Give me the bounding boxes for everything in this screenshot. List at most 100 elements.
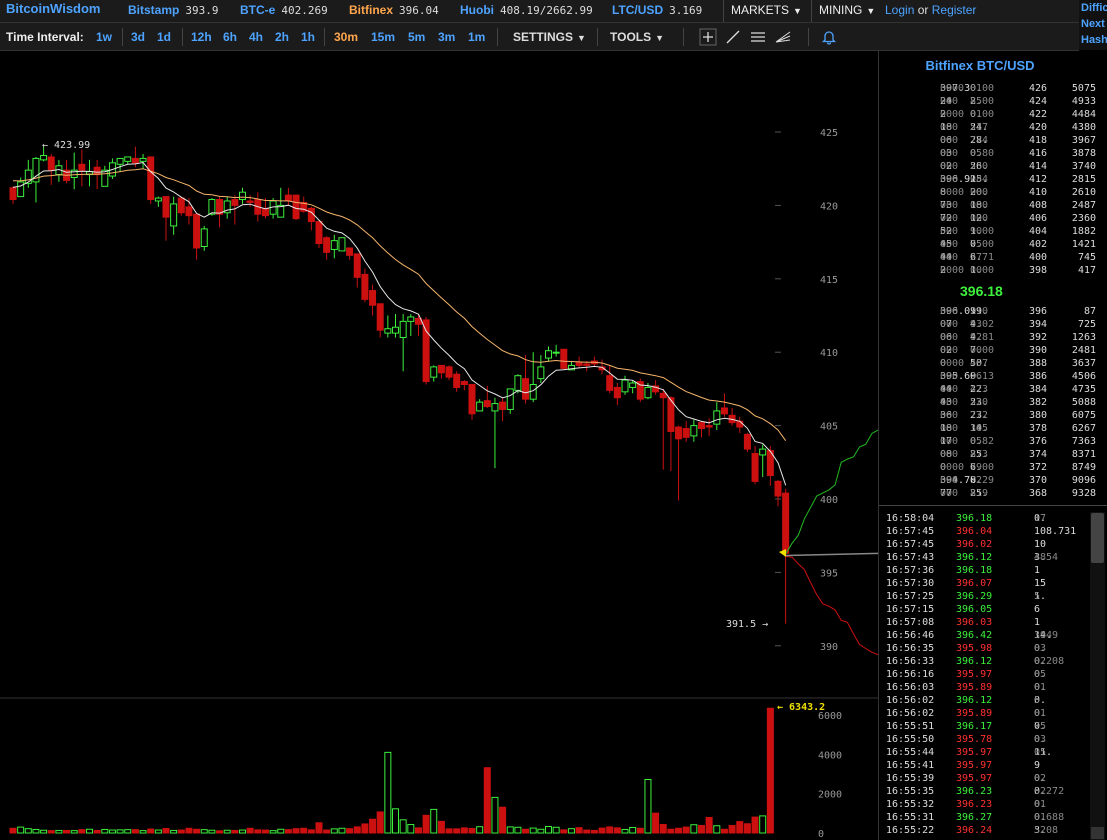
volume-bar bbox=[545, 826, 552, 834]
order-book-row[interactable]: 0 0000 50. 457 388 3637 bbox=[940, 358, 1096, 369]
interval-5m[interactable]: 5m bbox=[408, 30, 426, 44]
volume-bar bbox=[499, 806, 507, 834]
site-logo[interactable]: BitcoinWisdom bbox=[6, 1, 101, 16]
volume-bar bbox=[315, 822, 323, 834]
candle-body bbox=[208, 199, 216, 215]
volume-bar bbox=[24, 828, 32, 834]
scroll-arrow[interactable] bbox=[1091, 827, 1104, 839]
volume-bar bbox=[208, 829, 216, 834]
volume-bar bbox=[70, 830, 78, 834]
order-book-row[interactable]: 77 000 25. 819 368 9328 bbox=[940, 488, 1096, 499]
mining-menu[interactable]: MINING ▼ bbox=[819, 3, 876, 17]
interval-15m[interactable]: 15m bbox=[371, 30, 396, 44]
market-huobi[interactable]: Huobi 408.19/2662.99 bbox=[460, 3, 593, 17]
volume-bar bbox=[254, 829, 262, 834]
candle-body bbox=[759, 448, 767, 456]
order-book-row[interactable]: 43 000 23. 520 382 5088 bbox=[940, 397, 1096, 408]
order-book-row[interactable]: 397.3 0000 0. 0100 426 5075 bbox=[940, 83, 1096, 94]
trade-scrollbar[interactable] bbox=[1090, 512, 1105, 840]
order-book-row[interactable]: 395.69 000 0. 3613 386 4506 bbox=[940, 371, 1096, 382]
order-book-row[interactable]: 45 000 0. 7500 402 1421 bbox=[940, 239, 1096, 250]
order-book-row[interactable]: 396.09 000 19. 210 396 87 bbox=[940, 306, 1096, 317]
order-book-row[interactable]: 18 000 14. 305 378 6267 bbox=[940, 423, 1096, 434]
market-bitstamp[interactable]: Bitstamp 393.9 bbox=[128, 3, 219, 17]
volume-bar bbox=[644, 779, 652, 834]
chevron-down-icon: ▼ bbox=[577, 33, 586, 43]
volume-bar bbox=[193, 828, 201, 834]
scrollbar-thumb[interactable] bbox=[1091, 513, 1104, 563]
candle-body bbox=[537, 366, 545, 380]
login-link[interactable]: Login bbox=[885, 3, 915, 17]
order-book-row[interactable]: 36 000 23. 772 380 6075 bbox=[940, 410, 1096, 421]
interval-1d[interactable]: 1d bbox=[157, 30, 172, 44]
candle-body bbox=[514, 375, 522, 391]
difficulty-link[interactable]: Diffic bbox=[1081, 2, 1107, 14]
order-book-row[interactable]: 8 0000 20. 000 410 2610 bbox=[940, 187, 1096, 198]
candle-body bbox=[315, 221, 323, 245]
next-link[interactable]: Next bbox=[1081, 18, 1105, 30]
y-tick-label: 395 bbox=[820, 568, 838, 579]
volume-bar bbox=[506, 826, 514, 834]
volume-bar bbox=[55, 829, 63, 834]
interval-2h[interactable]: 2h bbox=[275, 30, 290, 44]
candle-body bbox=[567, 364, 575, 371]
market-bitfinex[interactable]: Bitfinex 396.04 bbox=[349, 3, 439, 17]
interval-1m[interactable]: 1m bbox=[468, 30, 486, 44]
order-book-row[interactable]: 08 000 25. 873 374 8371 bbox=[940, 449, 1096, 460]
order-book-row[interactable]: 24 000 2. 8500 424 4933 bbox=[940, 96, 1096, 107]
interval-30m[interactable]: 30m bbox=[334, 30, 359, 44]
interval-12h[interactable]: 12h bbox=[191, 30, 212, 44]
register-link[interactable]: Register bbox=[931, 3, 977, 17]
interval-4h[interactable]: 4h bbox=[249, 30, 264, 44]
interval-1w[interactable]: 1w bbox=[96, 30, 113, 44]
candle-body bbox=[17, 181, 25, 198]
order-book-row[interactable]: 73 000 18. 000 408 2487 bbox=[940, 200, 1096, 211]
volume-bar bbox=[223, 829, 231, 834]
line-tool-icon[interactable] bbox=[724, 28, 742, 46]
order-book-row[interactable]: 44 000 22. 473 384 4735 bbox=[940, 384, 1096, 395]
candle-body bbox=[200, 228, 208, 248]
order-book-row[interactable]: 72 000 12. 000 406 2360 bbox=[940, 213, 1096, 224]
bell-icon[interactable] bbox=[820, 28, 838, 46]
hashrate-link[interactable]: Hash bbox=[1081, 34, 1107, 46]
markets-menu[interactable]: MARKETS ▼ bbox=[731, 3, 802, 17]
order-book-row[interactable]: 18 000 24. 517 420 4380 bbox=[940, 122, 1096, 133]
order-book-row[interactable]: 396.91 000 25. 084 412 2815 bbox=[940, 174, 1096, 185]
candle-body bbox=[170, 203, 178, 227]
volume-bar bbox=[86, 828, 93, 834]
market-btc-e[interactable]: BTC-e 402.269 bbox=[240, 3, 328, 17]
mining-info-panel: Diffic Next Hash bbox=[1079, 0, 1107, 50]
order-book-row[interactable]: 06 000 4. 9281 392 1263 bbox=[940, 332, 1096, 343]
order-book-row[interactable]: 0 0000 6. 7900 372 8749 bbox=[940, 462, 1096, 473]
fib-tool-icon[interactable] bbox=[774, 28, 792, 46]
interval-1h[interactable]: 1h bbox=[301, 30, 316, 44]
order-book-row[interactable]: 03 000 0. 0580 416 3878 bbox=[940, 148, 1096, 159]
order-book-row[interactable]: 02 000 7. 0000 390 2481 bbox=[940, 345, 1096, 356]
candle-body bbox=[40, 154, 48, 161]
settings-menu[interactable]: SETTINGS ▼ bbox=[513, 30, 586, 44]
candle-body bbox=[552, 351, 560, 354]
interval-3d[interactable]: 3d bbox=[131, 30, 146, 44]
order-book-row[interactable]: 02 000 26. 530 414 3740 bbox=[940, 161, 1096, 172]
interval-6h[interactable]: 6h bbox=[223, 30, 238, 44]
candle-body bbox=[399, 320, 407, 339]
volume-bar bbox=[131, 829, 139, 834]
order-book-row[interactable]: 07 000 4. 9302 394 725 bbox=[940, 319, 1096, 330]
separator bbox=[811, 0, 812, 22]
volume-bar bbox=[552, 826, 560, 834]
volume-bar bbox=[698, 825, 705, 834]
order-book-row[interactable]: 394.78 000 0. 7229 370 9096 bbox=[940, 475, 1096, 486]
crosshair-icon[interactable] bbox=[699, 28, 717, 46]
horizontal-lines-icon[interactable] bbox=[749, 28, 767, 46]
order-book-row[interactable]: 06 000 28. 774 418 3967 bbox=[940, 135, 1096, 146]
order-book-row[interactable]: 2 0000 0. 0100 422 4484 bbox=[940, 109, 1096, 120]
order-book-row[interactable]: 52 000 1. 9000 404 1882 bbox=[940, 226, 1096, 237]
interval-3m[interactable]: 3m bbox=[438, 30, 456, 44]
tools-menu[interactable]: TOOLS ▼ bbox=[610, 30, 665, 44]
market-ltc-usd[interactable]: LTC/USD 3.169 bbox=[612, 3, 703, 17]
order-book-row[interactable]: 44 000 6. 2771 400 745 bbox=[940, 252, 1096, 263]
price-chart[interactable]: 425 420 415 410 405 400 395 390 6000 4000 2000 0 ←… bbox=[0, 51, 878, 840]
order-book-row[interactable]: 2 0000 1. 0000 398 417 bbox=[940, 265, 1096, 276]
order-book-row[interactable]: 17 000 0. 0582 376 7363 bbox=[940, 436, 1096, 447]
candle-body bbox=[124, 156, 132, 162]
